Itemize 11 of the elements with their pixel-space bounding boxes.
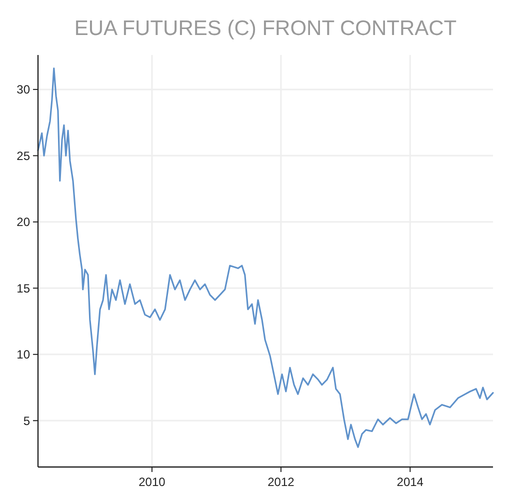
chart-title: EUA FUTURES (C) FRONT CONTRACT [74,17,457,40]
x-tick-label: 2012 [268,475,295,489]
line-series [37,67,494,448]
y-tick-label: 25 [16,148,30,163]
x-tick-label: 2010 [138,475,166,489]
y-tick-label: 10 [16,348,30,362]
y-tick-label: 5 [23,414,30,428]
x-tick-label: 2014 [396,475,424,489]
y-tick-label: 20 [16,215,30,230]
y-tick-label: 30 [16,82,30,97]
y-tick-label: 15 [16,281,30,296]
